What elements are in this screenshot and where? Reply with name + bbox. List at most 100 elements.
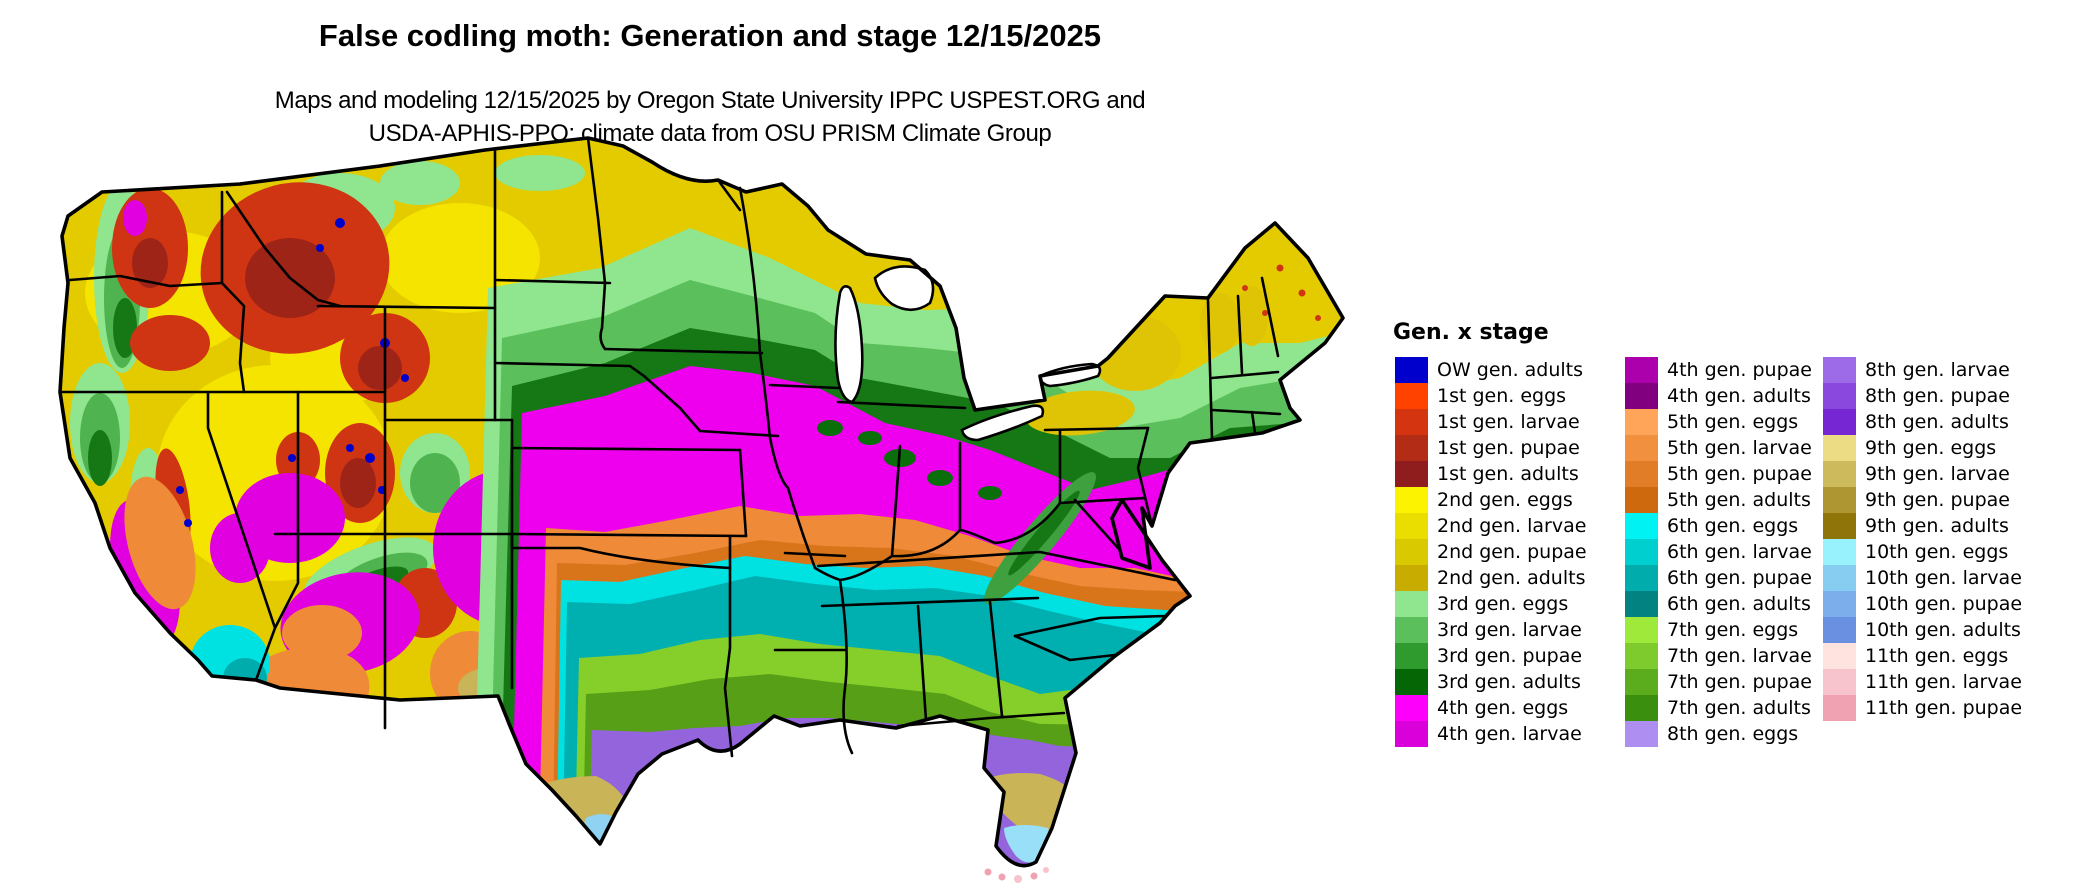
legend-item: 9th gen. pupae	[1823, 487, 2022, 513]
legend-column-2: 4th gen. pupae 4th gen. adults 5th gen. eg…	[1625, 357, 1812, 747]
legend-item-label: 8th gen. adults	[1865, 411, 2009, 433]
legend-item-label: 6th gen. eggs	[1667, 515, 1799, 537]
legend-item-label: 9th gen. larvae	[1865, 463, 2010, 485]
legend-swatch	[1625, 383, 1658, 409]
legend-item-label: 4th gen. pupae	[1667, 359, 1812, 381]
legend-item-label: 10th gen. larvae	[1865, 567, 2022, 589]
legend-swatch	[1625, 435, 1658, 461]
legend-item: 10th gen. adults	[1823, 617, 2022, 643]
legend-swatch	[1625, 617, 1658, 643]
legend-item-label: 2nd gen. pupae	[1437, 541, 1587, 563]
map-fill-layers	[60, 138, 1343, 866]
legend-item: 7th gen. larvae	[1625, 643, 1812, 669]
legend-swatch	[1395, 383, 1428, 409]
legend-item-label: 11th gen. pupae	[1865, 697, 2023, 719]
legend-item-label: 9th gen. adults	[1865, 515, 2009, 537]
legend-item-label: 3rd gen. adults	[1437, 671, 1581, 693]
legend-swatch	[1395, 487, 1428, 513]
legend-swatch	[1395, 409, 1428, 435]
us-map-svg	[58, 136, 1345, 883]
legend-item: 3rd gen. adults	[1395, 669, 1587, 695]
appalachian-ridge	[817, 420, 1096, 604]
maine-red-specks	[1242, 264, 1321, 321]
legend-swatch	[1823, 383, 1856, 409]
lake-michigan	[834, 285, 864, 404]
legend-item: 8th gen. adults	[1823, 409, 2022, 435]
legend-item-label: 2nd gen. eggs	[1437, 489, 1573, 511]
legend-item-label: 8th gen. larvae	[1865, 359, 2010, 381]
legend-swatch	[1625, 409, 1658, 435]
lake-erie	[960, 404, 1045, 442]
legend-swatch	[1625, 669, 1658, 695]
legend-item-label: 5th gen. adults	[1667, 489, 1811, 511]
map-title: False codling moth: Generation and stage…	[318, 18, 1102, 53]
legend-item-label: 5th gen. larvae	[1667, 437, 1812, 459]
legend-swatch	[1395, 461, 1428, 487]
legend-item: 11th gen. eggs	[1823, 643, 2022, 669]
subtitle-line-1: Maps and modeling 12/15/2025 by Oregon S…	[274, 87, 1146, 114]
legend-swatch	[1395, 643, 1428, 669]
legend-item-label: 4th gen. adults	[1667, 385, 1811, 407]
map-subtitle: Maps and modeling 12/15/2025 by Oregon S…	[0, 84, 1420, 150]
legend-item-label: 1st gen. pupae	[1437, 437, 1580, 459]
legend-swatch	[1823, 513, 1856, 539]
legend-swatch	[1823, 669, 1856, 695]
legend-item-label: 6th gen. adults	[1667, 593, 1811, 615]
legend-swatch	[1395, 513, 1428, 539]
legend-swatch	[1625, 591, 1658, 617]
legend-item-label: 4th gen. larvae	[1437, 723, 1582, 745]
legend-item-label: 4th gen. eggs	[1437, 697, 1569, 719]
legend-item-label: 8th gen. pupae	[1865, 385, 2010, 407]
legend: Gen. x stage OW gen. adults 1st gen. eggs…	[1393, 320, 2022, 747]
legend-item: 4th gen. adults	[1625, 383, 1812, 409]
legend-swatch	[1395, 591, 1428, 617]
us-generation-stage-map	[40, 128, 1360, 888]
legend-item: 8th gen. larvae	[1823, 357, 2022, 383]
legend-item: 2nd gen. adults	[1395, 565, 1587, 591]
legend-item: 9th gen. adults	[1823, 513, 2022, 539]
legend-swatch	[1395, 695, 1428, 721]
legend-item-label: 11th gen. eggs	[1865, 645, 2009, 667]
legend-item: 7th gen. eggs	[1625, 617, 1812, 643]
legend-item-label: 3rd gen. eggs	[1437, 593, 1569, 615]
legend-item-label: 9th gen. pupae	[1865, 489, 2010, 511]
legend-swatch	[1823, 487, 1856, 513]
legend-swatch	[1625, 357, 1658, 383]
legend-swatch	[1823, 695, 1856, 721]
legend-swatch	[1625, 643, 1658, 669]
legend-column-1: OW gen. adults 1st gen. eggs 1st gen. larv…	[1395, 357, 1587, 747]
legend-column-3: 8th gen. larvae 8th gen. pupae 8th gen. ad…	[1823, 357, 2022, 721]
legend-item: 1st gen. eggs	[1395, 383, 1587, 409]
conus-outline	[58, 136, 1345, 868]
legend-swatch	[1395, 539, 1428, 565]
legend-item: 4th gen. eggs	[1395, 695, 1587, 721]
legend-item: 4th gen. pupae	[1625, 357, 1812, 383]
legend-item: 8th gen. eggs	[1625, 721, 1812, 747]
legend-item-label: 2nd gen. adults	[1437, 567, 1586, 589]
legend-item-label: 1st gen. adults	[1437, 463, 1579, 485]
legend-swatch	[1625, 721, 1658, 747]
legend-swatch	[1823, 539, 1856, 565]
legend-swatch	[1823, 461, 1856, 487]
legend-swatch	[1823, 591, 1856, 617]
legend-item: 2nd gen. eggs	[1395, 487, 1587, 513]
legend-swatch	[1395, 669, 1428, 695]
legend-item: 5th gen. eggs	[1625, 409, 1812, 435]
legend-item-label: 7th gen. pupae	[1667, 671, 1812, 693]
legend-item: 9th gen. larvae	[1823, 461, 2022, 487]
legend-item-label: 7th gen. larvae	[1667, 645, 1812, 667]
legend-swatch	[1823, 409, 1856, 435]
legend-item-label: 2nd gen. larvae	[1437, 515, 1587, 537]
legend-item: 6th gen. pupae	[1625, 565, 1812, 591]
legend-item: 1st gen. larvae	[1395, 409, 1587, 435]
legend-item-label: 6th gen. larvae	[1667, 541, 1812, 563]
legend-item-label: 1st gen. larvae	[1437, 411, 1580, 433]
legend-swatch	[1625, 695, 1658, 721]
legend-item: OW gen. adults	[1395, 357, 1587, 383]
legend-item: 4th gen. larvae	[1395, 721, 1587, 747]
legend-item-label: 5th gen. pupae	[1667, 463, 1812, 485]
subtitle-line-2: USDA-APHIS-PPQ; climate data from OSU PR…	[368, 120, 1052, 147]
legend-item-label: 10th gen. adults	[1865, 619, 2021, 641]
legend-item-label: 3rd gen. larvae	[1437, 619, 1582, 641]
